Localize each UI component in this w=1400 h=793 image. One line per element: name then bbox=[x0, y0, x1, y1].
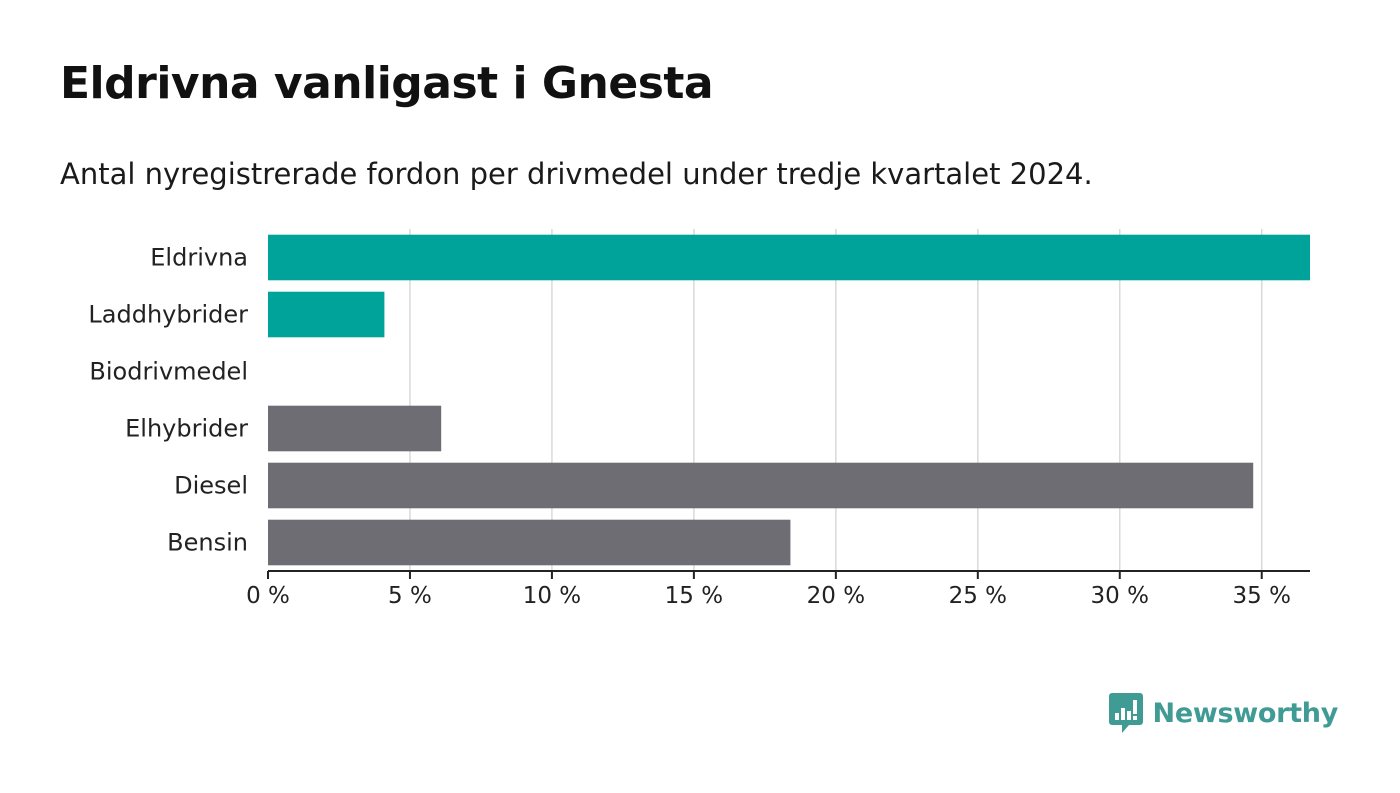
category-label: Laddhybrider bbox=[88, 301, 248, 329]
chart-title: Eldrivna vanligast i Gnesta bbox=[60, 58, 714, 109]
category-label: Bensin bbox=[167, 529, 248, 557]
bar-laddhybrider bbox=[268, 291, 385, 338]
newsworthy-logo-text: Newsworthy bbox=[1152, 697, 1339, 729]
category-label: Elhybrider bbox=[125, 415, 248, 443]
gridlines bbox=[409, 229, 1263, 571]
bars bbox=[268, 234, 1310, 566]
x-tick-label: 35 % bbox=[1233, 583, 1291, 609]
bar-bensin bbox=[268, 519, 791, 566]
newsworthy-logo-icon bbox=[1108, 693, 1143, 733]
x-tick-label: 5 % bbox=[388, 583, 432, 609]
x-tick-label: 20 % bbox=[807, 583, 865, 609]
x-tick-label: 15 % bbox=[665, 583, 723, 609]
category-label: Diesel bbox=[174, 472, 248, 500]
x-tick-label: 30 % bbox=[1091, 583, 1149, 609]
x-tick-label: 25 % bbox=[949, 583, 1007, 609]
category-label: Biodrivmedel bbox=[89, 358, 248, 386]
x-tick-label: 10 % bbox=[523, 583, 581, 609]
x-axis: 0 % 5 % 10 % 15 % 20 % 25 % 30 % 35 % bbox=[246, 570, 1310, 609]
category-label: Eldrivna bbox=[150, 244, 248, 272]
bar-diesel bbox=[268, 462, 1254, 509]
bar-eldrivna bbox=[268, 234, 1310, 281]
newsworthy-logo: Newsworthy bbox=[1108, 693, 1339, 733]
category-labels: Eldrivna Laddhybrider Biodrivmedel Elhybrid… bbox=[88, 244, 248, 557]
bar-elhybrider bbox=[268, 405, 442, 452]
chart-subtitle: Antal nyregistrerade fordon per drivmede… bbox=[60, 157, 1093, 191]
x-tick-label: 0 % bbox=[246, 583, 290, 609]
